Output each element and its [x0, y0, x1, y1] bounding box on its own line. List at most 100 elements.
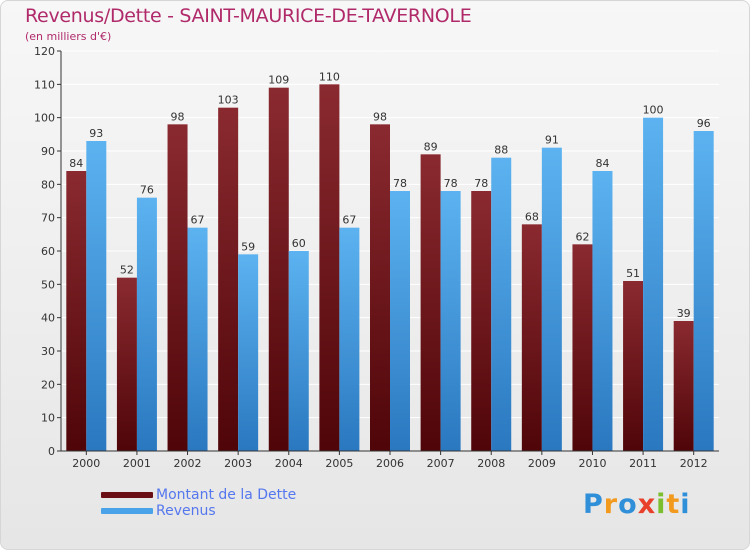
data-label: 67	[191, 214, 205, 227]
legend-label-dette: Montant de la Dette	[156, 487, 297, 503]
legend: Montant de la Dette Revenus	[101, 487, 296, 519]
data-label: 60	[292, 237, 306, 250]
y-tick-label: 0	[48, 445, 55, 458]
bar-revenus	[238, 254, 259, 451]
bar-dette	[370, 124, 390, 451]
data-label: 110	[319, 70, 340, 83]
y-tick-label: 40	[41, 312, 55, 325]
data-label: 59	[241, 240, 255, 253]
x-tick-label: 2000	[72, 457, 100, 470]
legend-swatch-dette	[101, 492, 153, 498]
bar-dette	[673, 321, 694, 451]
data-label: 98	[373, 110, 387, 123]
bar-dette	[319, 84, 340, 451]
data-label: 96	[697, 117, 711, 130]
bar-revenus	[86, 141, 107, 451]
x-tick-label: 2007	[427, 457, 455, 470]
y-tick-label: 120	[34, 45, 55, 58]
y-tick-label: 60	[41, 245, 55, 258]
data-label: 103	[218, 94, 239, 107]
x-tick-label: 2001	[123, 457, 151, 470]
x-tick-label: 2008	[477, 457, 505, 470]
y-tick-label: 80	[41, 178, 55, 191]
bar-revenus	[592, 171, 613, 451]
bar-revenus	[491, 157, 512, 451]
bar-revenus	[440, 191, 461, 451]
bar-revenus	[339, 227, 360, 451]
data-label: 109	[268, 74, 289, 87]
data-label: 98	[171, 110, 185, 123]
bar-revenus	[390, 191, 410, 451]
x-tick-label: 2004	[275, 457, 303, 470]
bar-dette	[420, 154, 441, 452]
legend-swatch-revenus	[101, 508, 153, 514]
x-tick-label: 2005	[325, 457, 353, 470]
data-label: 78	[444, 177, 458, 190]
logo-letter: x	[637, 489, 657, 520]
bar-revenus	[288, 251, 309, 451]
logo-letter: r	[603, 489, 619, 520]
legend-label-revenus: Revenus	[156, 503, 216, 519]
data-label: 88	[494, 144, 508, 157]
data-label: 51	[626, 267, 640, 280]
bar-revenus	[187, 227, 208, 451]
x-tick-label: 2003	[224, 457, 252, 470]
bar-revenus	[693, 131, 714, 451]
data-label: 100	[643, 104, 664, 117]
logo-letter: i	[680, 489, 691, 520]
bar-dette	[521, 224, 542, 451]
bar-dette	[66, 171, 87, 451]
bar-dette	[116, 277, 137, 451]
logo-letter: i	[656, 489, 667, 520]
y-tick-label: 90	[41, 145, 55, 158]
data-label: 89	[424, 140, 438, 153]
x-tick-label: 2012	[680, 457, 708, 470]
bar-revenus	[643, 117, 664, 452]
bar-dette	[218, 107, 239, 452]
y-tick-label: 20	[41, 378, 55, 391]
x-tick-label: 2009	[528, 457, 556, 470]
x-axis-ticks: 2000 2001 2002 2003 2004 2005 2006 2007 2008 2009…	[72, 451, 708, 470]
bar-revenus	[541, 147, 562, 451]
y-tick-label: 70	[41, 212, 55, 225]
bar-dette	[623, 281, 644, 451]
bar-dette	[471, 191, 492, 451]
y-tick-label: 110	[34, 78, 55, 91]
data-label: 67	[342, 214, 356, 227]
y-tick-label: 50	[41, 278, 55, 291]
bar-revenus	[136, 197, 157, 451]
x-tick-label: 2011	[629, 457, 657, 470]
data-label: 84	[595, 157, 609, 170]
legend-item-revenus: Revenus	[101, 503, 296, 519]
data-label: 93	[89, 127, 103, 140]
y-tick-label: 30	[41, 345, 55, 358]
chart-subtitle: (en milliers d'€)	[25, 30, 112, 43]
y-axis-ticks: 0 10 20 30 40 50 60 70 80 90 100 110 120	[34, 45, 62, 458]
data-label: 52	[120, 264, 134, 277]
chart-title: Revenus/Dette - SAINT-MAURICE-DE-TAVERNO…	[25, 5, 472, 27]
data-label: 91	[545, 134, 559, 147]
proxiti-logo: Proxiti	[583, 489, 691, 520]
data-label: 62	[575, 230, 589, 243]
bar-dette	[268, 87, 289, 452]
bar-dette	[572, 244, 593, 451]
logo-letter: P	[583, 489, 604, 520]
logo-letter: t	[666, 489, 681, 520]
x-tick-label: 2006	[376, 457, 404, 470]
data-label: 84	[69, 157, 83, 170]
data-label: 78	[393, 177, 407, 190]
data-label: 68	[525, 210, 539, 223]
logo-letter: o	[618, 489, 638, 520]
x-tick-label: 2002	[174, 457, 202, 470]
data-label: 78	[474, 177, 488, 190]
bars: 84 93 52 76 98 67 103 59 109 60 110 67 98 78 89 78 78 88 6…	[66, 70, 714, 452]
data-label: 39	[677, 307, 691, 320]
data-label: 76	[140, 184, 154, 197]
y-tick-label: 100	[34, 112, 55, 125]
x-tick-label: 2010	[578, 457, 606, 470]
legend-item-dette: Montant de la Dette	[101, 487, 296, 503]
bar-dette	[167, 124, 188, 451]
y-tick-label: 10	[41, 412, 55, 425]
